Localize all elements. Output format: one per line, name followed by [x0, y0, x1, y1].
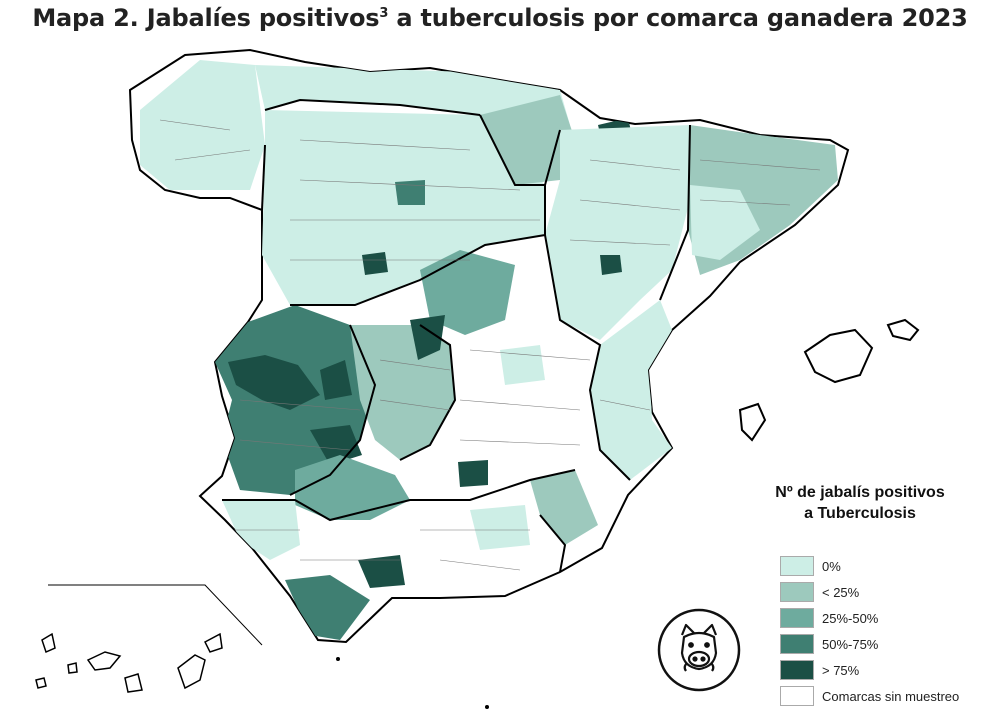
- region-valencia: [590, 300, 672, 480]
- legend-label: 0%: [822, 558, 841, 574]
- region-sierra-morena: [295, 455, 410, 520]
- region-catalonia-light: [690, 185, 760, 260]
- legend-item-25-50: 25%-50%: [780, 607, 878, 629]
- region-palencia-mid: [395, 180, 425, 205]
- legend-label: < 25%: [822, 584, 860, 600]
- region-south-light: [470, 505, 530, 550]
- legend-label: 50%-75%: [822, 636, 879, 652]
- region-extremadura-dark-c: [310, 425, 362, 465]
- boar-icon: [657, 608, 741, 692]
- region-center-light: [500, 345, 545, 385]
- legend-title: Nº de jabalís positivos a Tuberculosis: [775, 484, 945, 522]
- region-jaen-dark: [458, 460, 488, 487]
- region-teruel-dark: [600, 255, 622, 275]
- region-galicia: [140, 60, 265, 190]
- map-title: Mapa 2. Jabalíes positivos3 a tuberculos…: [32, 4, 968, 32]
- canary-inset-frame: [48, 584, 263, 646]
- legend-item-gt75: > 75%: [780, 659, 859, 681]
- region-toledo-dark: [410, 315, 445, 360]
- legend-item-50-75: 50%-75%: [780, 633, 878, 655]
- legend-swatch: [780, 556, 814, 576]
- legend-label: Comarcas sin muestreo: [822, 688, 960, 704]
- legend-swatch: [780, 686, 814, 706]
- region-murcia: [530, 470, 598, 545]
- legend-swatch: [780, 634, 814, 654]
- legend-item-0pct: 0%: [780, 555, 841, 577]
- alboran-dot: [485, 705, 489, 709]
- legend-label: 25%-50%: [822, 610, 879, 626]
- legend-label: > 75%: [822, 662, 860, 678]
- region-toledo: [350, 325, 455, 460]
- region-extremadura-dark-b: [320, 360, 352, 400]
- legend-item-no-sample: Comarcas sin muestreo: [780, 685, 959, 707]
- legend-swatch: [780, 660, 814, 680]
- region-castilla-leon: [262, 110, 545, 305]
- island-menorca: [886, 318, 920, 342]
- legend-swatch: [780, 582, 814, 602]
- region-madrid: [420, 250, 515, 335]
- legend-swatch: [780, 608, 814, 628]
- region-malaga-dark: [358, 555, 405, 588]
- region-north-coast: [255, 65, 570, 125]
- canary-islands: [35, 632, 223, 693]
- region-extremadura-dark-a: [228, 355, 320, 410]
- community-borders: [222, 98, 691, 573]
- legend-item-lt25: < 25%: [780, 581, 859, 603]
- comarca-borders: [159, 119, 821, 571]
- island-mallorca: [803, 328, 874, 384]
- island-ibiza: [738, 402, 767, 442]
- region-burgos-dark: [362, 252, 388, 275]
- legend: Nº de jabalís positivos a Tuberculosis 0…: [760, 482, 990, 706]
- melilla-dot: [336, 657, 340, 661]
